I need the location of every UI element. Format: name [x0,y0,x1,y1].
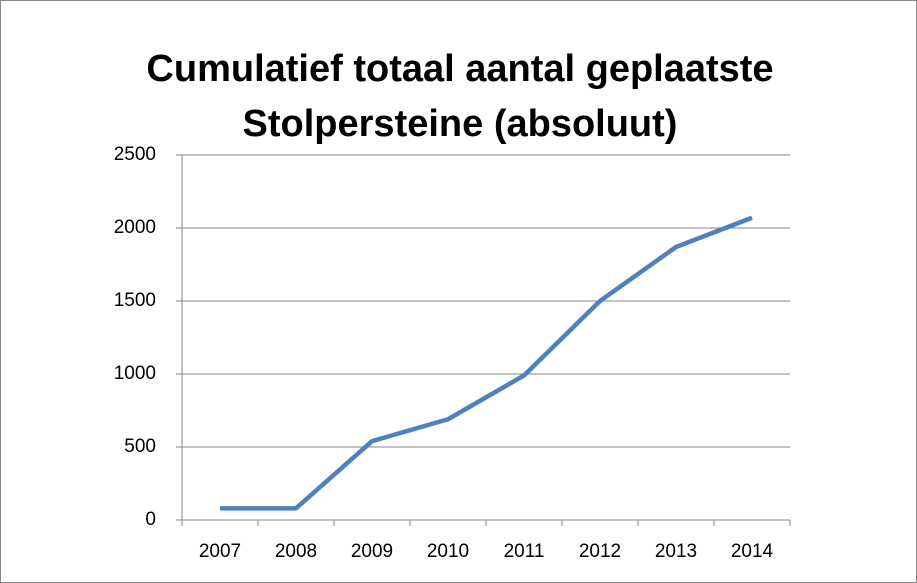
y-tick-label: 500 [124,436,156,457]
y-tick-label: 1000 [114,363,156,384]
x-tick-label: 2014 [731,541,774,562]
data-line [220,215,753,511]
x-tick-label: 2012 [579,541,621,562]
x-tick-label: 2010 [427,541,469,562]
x-tick-label: 2007 [199,541,241,562]
y-tick-label: 2500 [114,144,156,165]
y-tick-label: 0 [145,509,156,530]
x-tick-label: 2008 [275,541,317,562]
x-tick-label: 2009 [351,541,393,562]
y-tick-label: 1500 [114,290,156,311]
y-tick-label: 2000 [114,217,156,238]
x-tick-label: 2011 [504,541,545,562]
x-tick-label: 2013 [655,541,697,562]
chart-title: Cumulatief totaal aantal geplaatste Stol… [146,48,774,145]
